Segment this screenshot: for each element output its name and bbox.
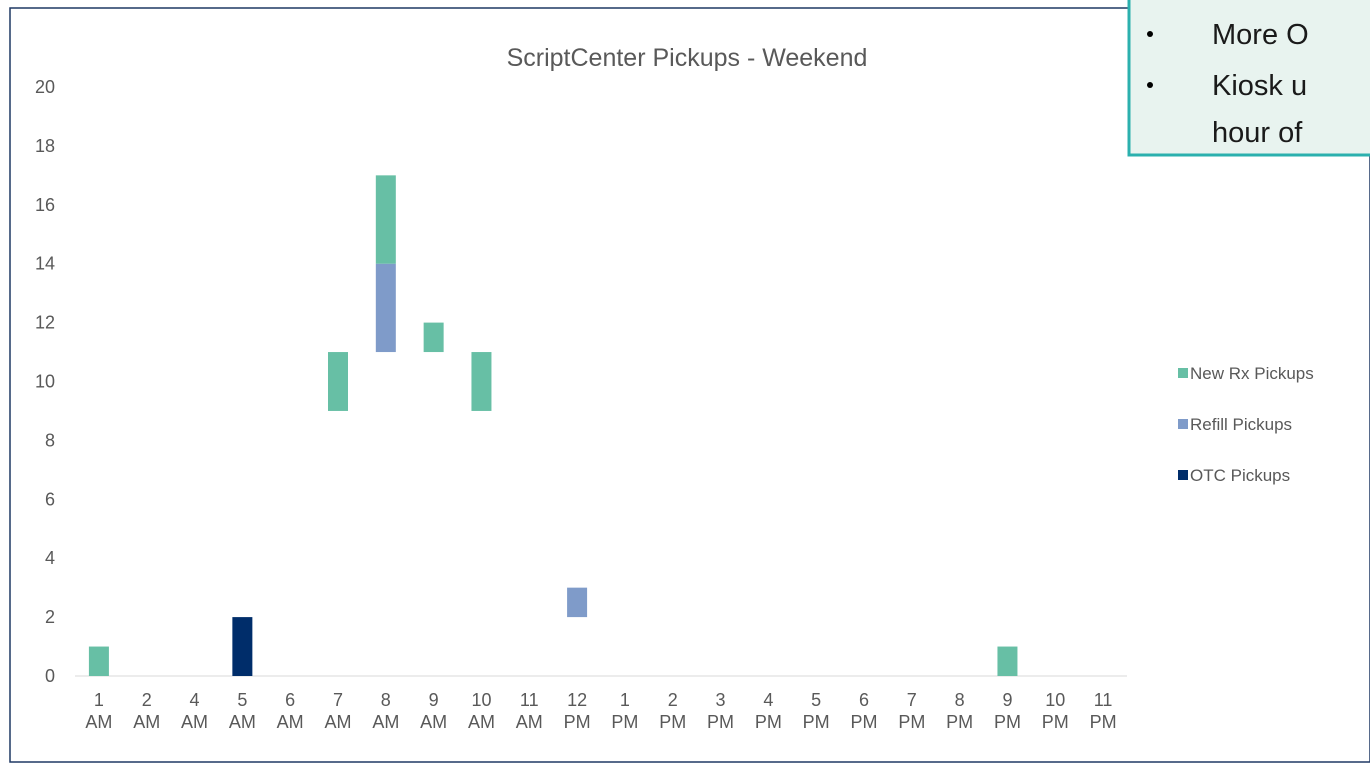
x-tick-label: 1 AM [85, 690, 112, 732]
y-tick-label: 6 [45, 489, 55, 509]
bar [328, 411, 348, 676]
x-tick-label: 5 AM [229, 690, 256, 732]
bar [567, 617, 587, 676]
x-tick-label: 9 PM [994, 690, 1021, 732]
y-tick-label: 16 [35, 195, 55, 215]
x-tick-label: 8 PM [946, 690, 973, 732]
bar [423, 322, 444, 353]
x-tick-label: 1 PM [611, 690, 638, 732]
x-tick-label: 9 AM [420, 690, 447, 732]
y-tick-label: 14 [35, 254, 55, 274]
x-tick-label: 2 AM [133, 690, 160, 732]
x-tick-label: 6 PM [851, 690, 878, 732]
legend-swatch [1178, 368, 1188, 378]
bar [375, 263, 396, 353]
x-tick-label: 7 PM [898, 690, 925, 732]
x-tick-label: 12 PM [564, 690, 591, 732]
x-tick-label: 7 AM [325, 690, 352, 732]
chart-title: ScriptCenter Pickups - Weekend [507, 44, 868, 72]
legend-swatch [1178, 419, 1188, 429]
x-tick-label: 4 AM [181, 690, 208, 732]
bar [471, 352, 492, 411]
bar [328, 352, 348, 411]
x-tick-label: 2 PM [659, 690, 686, 732]
callout-box [1127, 0, 1370, 157]
y-tick-label: 10 [35, 372, 55, 392]
x-tick-label: 5 PM [803, 690, 830, 732]
x-tick-label: 11 PM [1090, 690, 1117, 732]
x-tick-label: 10 PM [1042, 690, 1069, 732]
y-tick-label: 18 [35, 136, 55, 156]
callout-text: Kiosk u [1212, 70, 1307, 102]
bar [997, 646, 1018, 676]
x-tick-label: 6 AM [277, 690, 304, 732]
bar [232, 617, 253, 676]
bar [567, 587, 588, 618]
bar [424, 352, 444, 676]
y-tick-label: 4 [45, 548, 55, 568]
bar [88, 646, 109, 676]
bar [375, 175, 396, 264]
y-tick-label: 20 [35, 77, 55, 97]
y-tick-label: 0 [45, 666, 55, 686]
x-tick-label: 8 AM [372, 690, 399, 732]
bar [471, 411, 491, 676]
x-tick-label: 3 PM [707, 690, 734, 732]
bar [376, 352, 396, 676]
bullet [1147, 31, 1153, 37]
y-tick-label: 8 [45, 430, 55, 450]
x-tick-label: 11 AM [516, 690, 543, 732]
x-tick-label: 10 AM [468, 690, 495, 732]
bullet [1147, 82, 1153, 88]
y-tick-label: 12 [35, 313, 55, 333]
x-tick-label: 4 PM [755, 690, 782, 732]
legend-swatch [1178, 470, 1188, 480]
callout-text: hour of [1212, 117, 1303, 149]
legend-label: New Rx Pickups [1190, 364, 1314, 383]
callout-text: More O [1212, 19, 1309, 51]
legend-label: Refill Pickups [1190, 415, 1292, 434]
y-tick-label: 2 [45, 607, 55, 627]
legend-label: OTC Pickups [1190, 466, 1290, 485]
chart-border [9, 7, 1370, 763]
